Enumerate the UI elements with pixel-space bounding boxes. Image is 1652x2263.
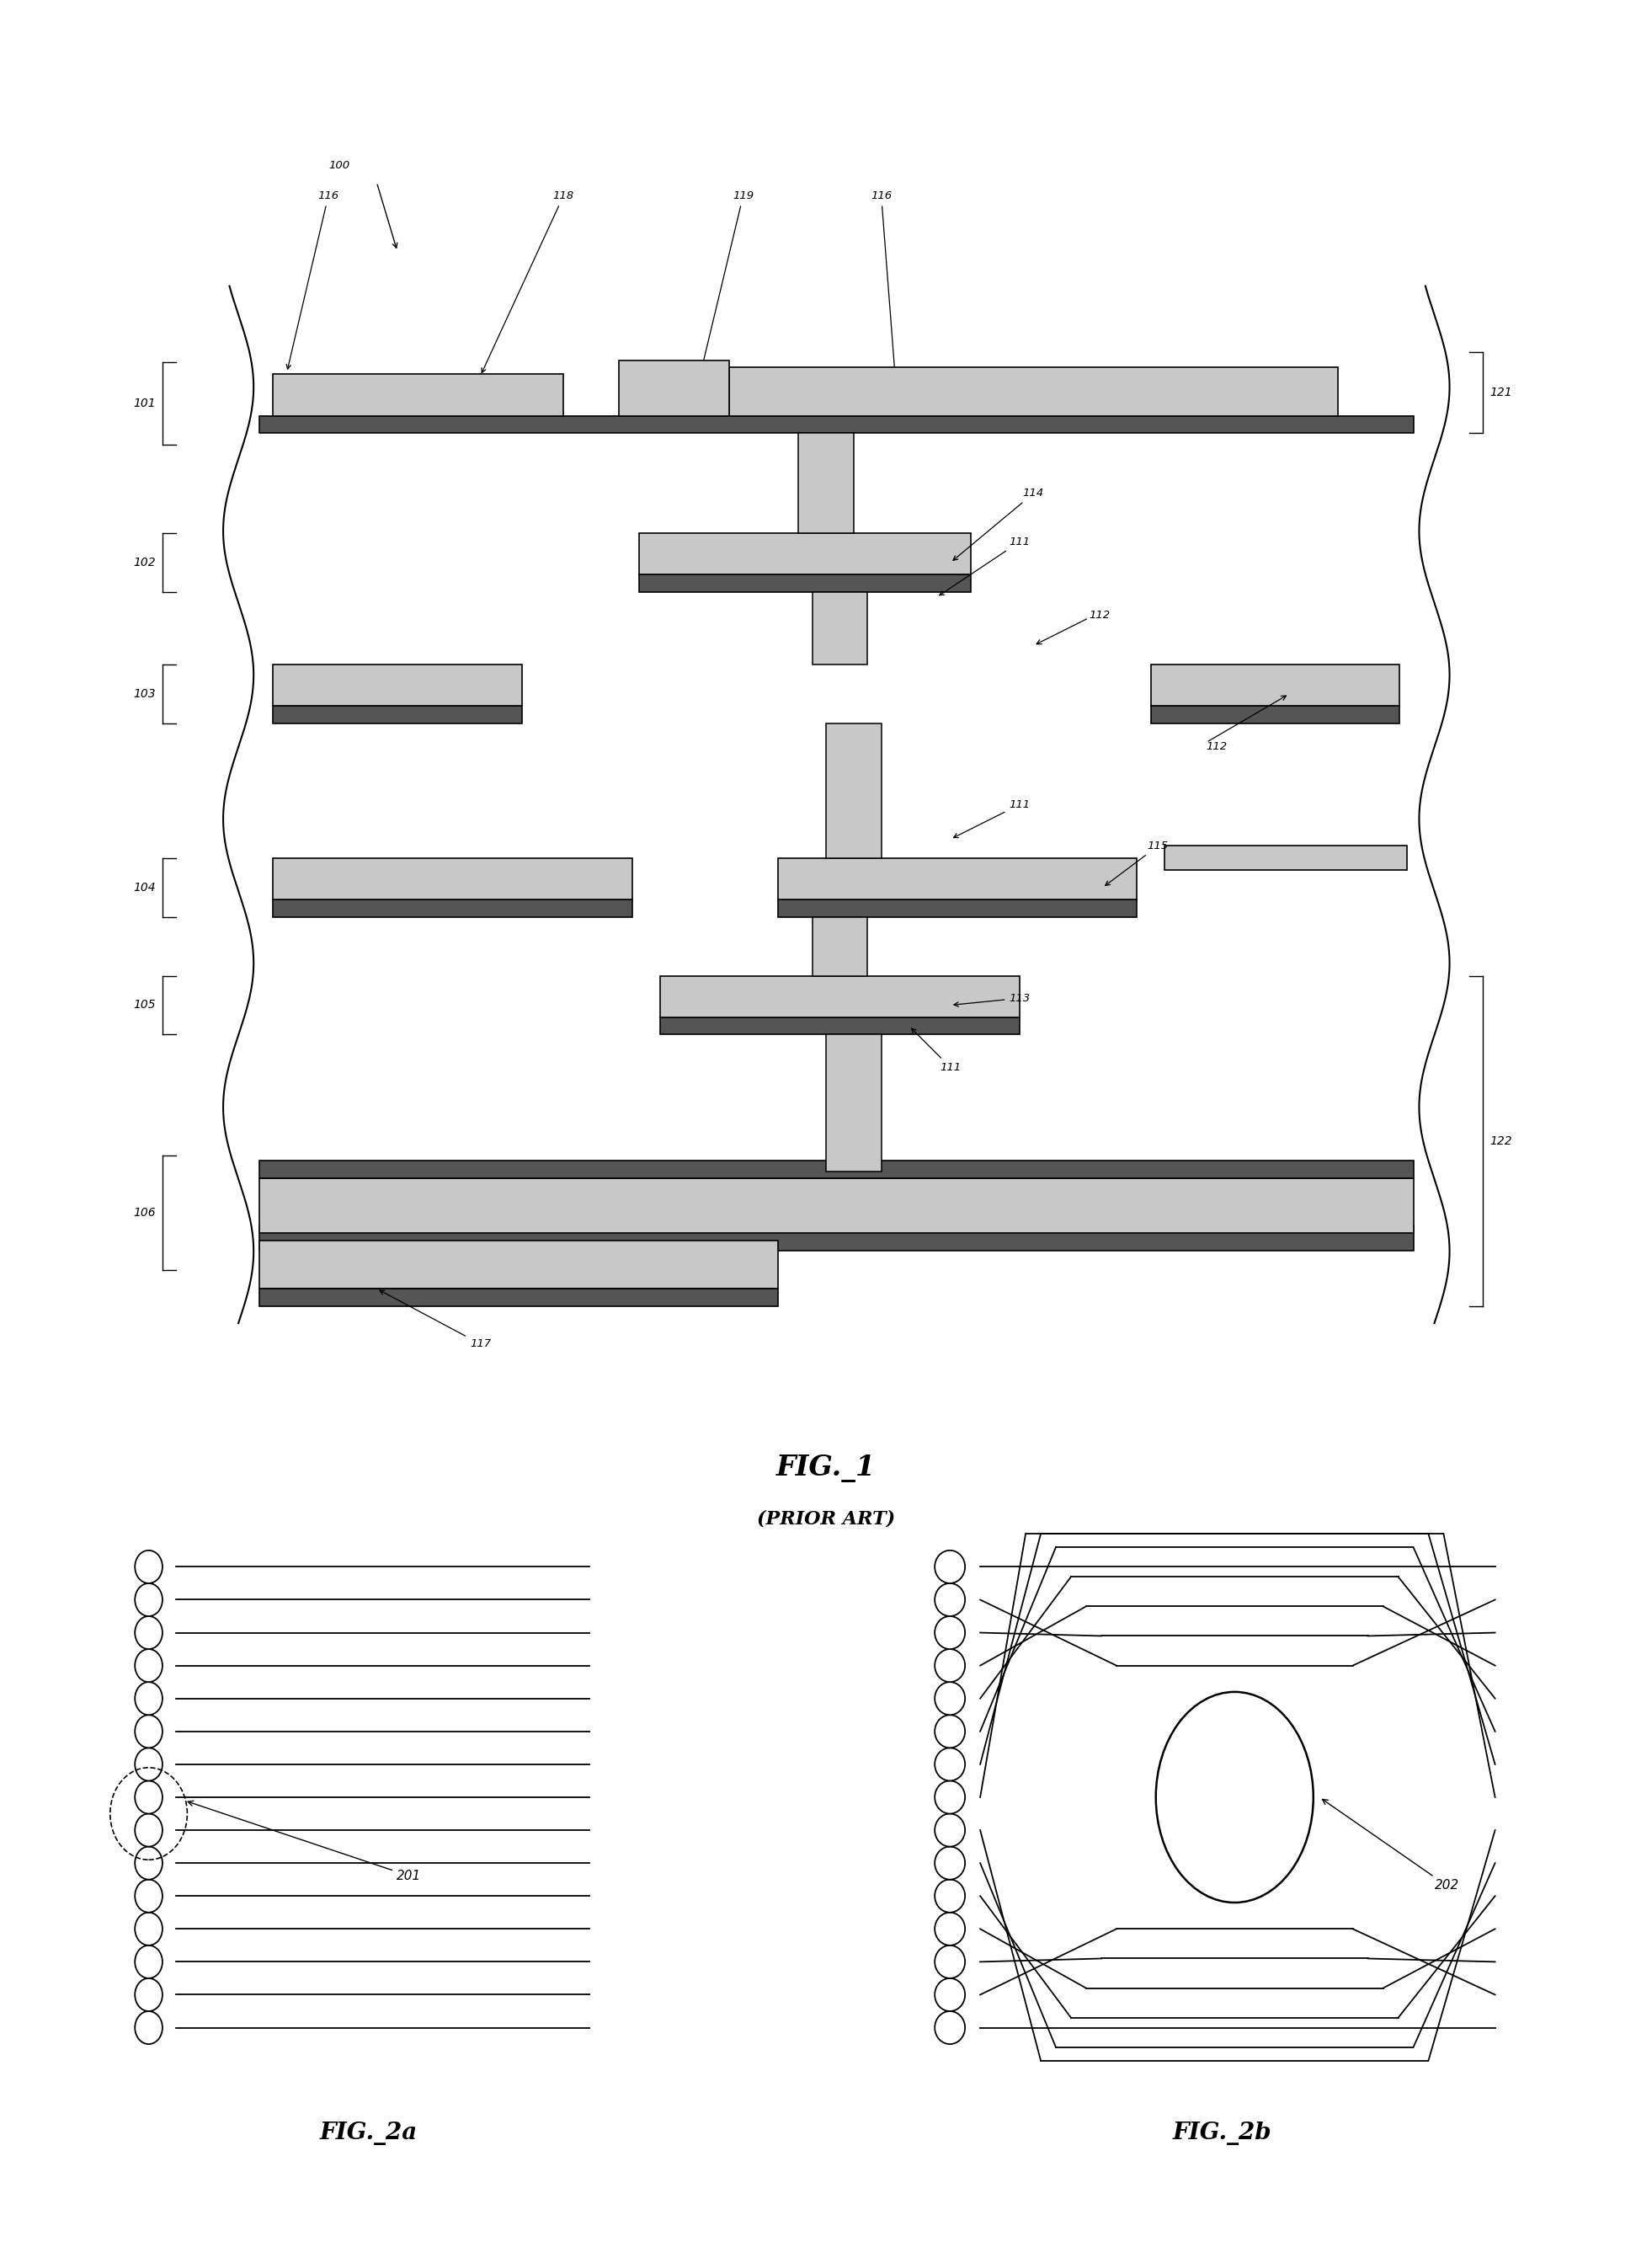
Text: 118: 118 xyxy=(482,190,573,373)
Bar xyxy=(273,901,633,917)
Text: 113: 113 xyxy=(953,993,1031,1007)
Bar xyxy=(1165,846,1408,871)
Text: FIG._2a: FIG._2a xyxy=(320,2120,418,2145)
Circle shape xyxy=(935,1715,965,1747)
Bar xyxy=(259,1240,778,1288)
Bar xyxy=(1151,706,1399,724)
Circle shape xyxy=(935,1550,965,1584)
Text: 106: 106 xyxy=(134,1206,155,1217)
Bar xyxy=(778,901,1137,917)
Circle shape xyxy=(935,1616,965,1650)
Text: 112: 112 xyxy=(1206,740,1227,751)
Bar xyxy=(259,1227,1414,1251)
Circle shape xyxy=(935,1946,965,1978)
Bar xyxy=(826,1034,881,1172)
Text: 101: 101 xyxy=(134,398,155,410)
Circle shape xyxy=(935,1747,965,1781)
Text: 117: 117 xyxy=(380,1290,491,1349)
Circle shape xyxy=(135,1616,162,1650)
Circle shape xyxy=(935,1681,965,1715)
Bar xyxy=(661,975,1019,1018)
Bar xyxy=(813,917,867,975)
Circle shape xyxy=(135,1912,162,1946)
Bar xyxy=(778,858,1137,901)
Text: (PRIOR ART): (PRIOR ART) xyxy=(757,1509,895,1528)
Circle shape xyxy=(935,1650,965,1681)
Circle shape xyxy=(935,2012,965,2043)
Ellipse shape xyxy=(1156,1693,1313,1903)
Circle shape xyxy=(135,1650,162,1681)
Circle shape xyxy=(135,1881,162,1912)
Text: 104: 104 xyxy=(134,883,155,894)
Text: 105: 105 xyxy=(134,1000,155,1012)
Text: 116: 116 xyxy=(286,190,339,369)
Circle shape xyxy=(135,1978,162,2012)
Bar xyxy=(813,593,867,665)
Text: 115: 115 xyxy=(1105,840,1168,885)
Text: 111: 111 xyxy=(953,799,1031,837)
Circle shape xyxy=(935,1978,965,2012)
Text: 111: 111 xyxy=(940,536,1031,595)
Text: 102: 102 xyxy=(134,557,155,568)
Circle shape xyxy=(135,1946,162,1978)
Bar xyxy=(259,416,1414,432)
Text: 121: 121 xyxy=(1490,387,1512,398)
Circle shape xyxy=(135,2012,162,2043)
Text: FIG._1: FIG._1 xyxy=(776,1455,876,1482)
Circle shape xyxy=(135,1584,162,1616)
Text: 112: 112 xyxy=(1089,609,1110,620)
Bar xyxy=(1151,665,1399,706)
Circle shape xyxy=(935,1881,965,1912)
Text: 103: 103 xyxy=(134,688,155,699)
Bar xyxy=(826,724,881,858)
Circle shape xyxy=(135,1747,162,1781)
Text: 114: 114 xyxy=(953,489,1044,561)
Text: 111: 111 xyxy=(912,1027,961,1073)
Circle shape xyxy=(135,1781,162,1813)
Bar xyxy=(259,1288,778,1306)
Bar xyxy=(259,1179,1414,1233)
Circle shape xyxy=(935,1912,965,1946)
Circle shape xyxy=(135,1681,162,1715)
Bar xyxy=(273,858,633,901)
Bar xyxy=(273,373,563,416)
Text: 119: 119 xyxy=(700,190,753,367)
Bar xyxy=(273,665,522,706)
Bar xyxy=(661,1018,1019,1034)
Text: 201: 201 xyxy=(188,1801,421,1883)
Circle shape xyxy=(135,1847,162,1881)
Bar xyxy=(618,360,729,416)
Text: FIG._2b: FIG._2b xyxy=(1173,2120,1272,2145)
Bar xyxy=(273,706,522,724)
Circle shape xyxy=(135,1813,162,1847)
Circle shape xyxy=(935,1584,965,1616)
Bar xyxy=(639,534,971,575)
Circle shape xyxy=(935,1847,965,1881)
Text: 122: 122 xyxy=(1490,1136,1512,1147)
Circle shape xyxy=(935,1813,965,1847)
Text: 202: 202 xyxy=(1322,1799,1459,1892)
Circle shape xyxy=(135,1550,162,1584)
Bar xyxy=(798,432,854,534)
Circle shape xyxy=(135,1715,162,1747)
Circle shape xyxy=(935,1781,965,1813)
Text: 116: 116 xyxy=(871,190,897,373)
Bar xyxy=(639,575,971,593)
Bar xyxy=(729,367,1338,416)
Text: 100: 100 xyxy=(329,161,350,172)
Bar xyxy=(259,1161,1414,1179)
